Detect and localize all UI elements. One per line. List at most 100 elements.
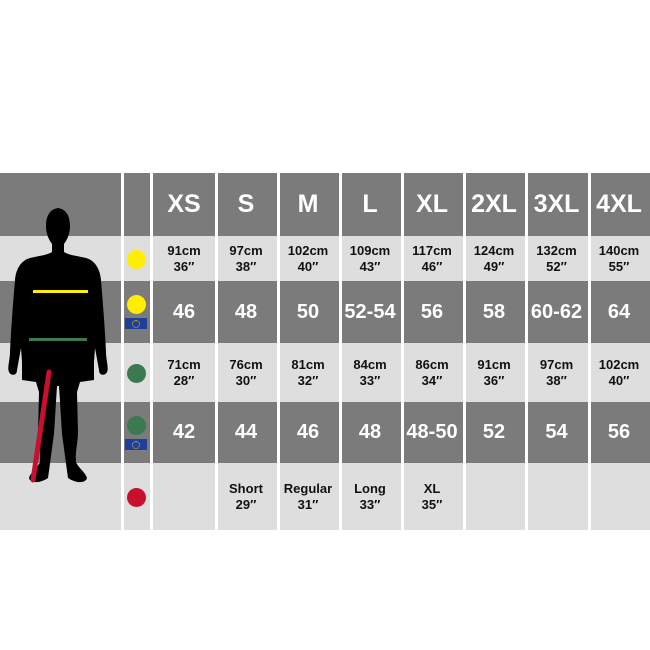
cell-text: 49″ bbox=[483, 258, 505, 274]
size-cell: 124cm 49″ bbox=[463, 236, 525, 281]
waist-dot-icon bbox=[127, 363, 146, 383]
cell-text: 40″ bbox=[297, 258, 319, 274]
size-cell bbox=[525, 463, 588, 530]
cell-text: 28″ bbox=[173, 372, 195, 388]
cell-text: XL bbox=[423, 480, 441, 496]
cell-text: 91cm bbox=[167, 242, 201, 258]
cell-text: 76cm bbox=[229, 356, 263, 372]
cell-text: 36″ bbox=[173, 258, 195, 274]
eu-flag-icon bbox=[125, 318, 147, 329]
row-band bbox=[0, 402, 650, 463]
cell-text: 86cm bbox=[415, 356, 449, 372]
size-header: 4XL bbox=[596, 190, 642, 218]
size-cell: 64 bbox=[588, 281, 650, 343]
size-cell: 97cm 38″ bbox=[525, 343, 588, 402]
size-cell: 58 bbox=[463, 281, 525, 343]
cell-text: 58 bbox=[482, 300, 506, 323]
size-cell: Regular 31″ bbox=[277, 463, 339, 530]
cell-text: 56 bbox=[420, 300, 444, 323]
size-cell: Long 33″ bbox=[339, 463, 401, 530]
cell-text: 52-54 bbox=[344, 300, 396, 323]
cell-text: 117cm bbox=[412, 242, 452, 258]
size-cell: 60-62 bbox=[525, 281, 588, 343]
cell-text: 33″ bbox=[359, 496, 381, 512]
eu-flag-icon bbox=[125, 438, 147, 450]
row-band bbox=[0, 281, 650, 343]
size-cell: 56 bbox=[401, 281, 463, 343]
size-cell: 76cm 30″ bbox=[215, 343, 277, 402]
size-cell: 42 bbox=[153, 402, 215, 463]
waist-dot-icon bbox=[127, 415, 146, 435]
column-divider bbox=[121, 173, 124, 530]
size-cell: 140cm 55″ bbox=[588, 236, 650, 281]
cell-text: 35″ bbox=[421, 496, 443, 512]
cell-text: 56 bbox=[607, 421, 631, 443]
size-header: XS bbox=[167, 190, 201, 218]
chest-dot-icon bbox=[127, 249, 146, 269]
cell-text: 36″ bbox=[483, 372, 505, 388]
cell-text: 55″ bbox=[608, 258, 630, 274]
cell-text: 29″ bbox=[235, 496, 257, 512]
size-cell bbox=[463, 463, 525, 530]
chest-measure-line bbox=[33, 290, 88, 293]
cell-text: 64 bbox=[607, 300, 631, 323]
column-divider bbox=[401, 173, 404, 530]
row-band bbox=[0, 343, 650, 402]
cell-text: 109cm bbox=[349, 242, 391, 258]
size-cell: 102cm 40″ bbox=[277, 236, 339, 281]
cell-text: 34″ bbox=[421, 372, 443, 388]
size-cell: 46 bbox=[277, 402, 339, 463]
body-silhouette-icon bbox=[8, 208, 108, 483]
cell-text: 52″ bbox=[546, 258, 567, 274]
cell-text: 124cm bbox=[473, 242, 515, 258]
size-cell: 109cm 43″ bbox=[339, 236, 401, 281]
cell-text: 38″ bbox=[546, 372, 567, 388]
size-cell bbox=[153, 463, 215, 530]
column-divider bbox=[525, 173, 528, 530]
inseam-measure-line bbox=[30, 369, 52, 483]
cell-text: 48-50 bbox=[406, 421, 458, 443]
size-cell: 44 bbox=[215, 402, 277, 463]
cell-text: 30″ bbox=[235, 372, 257, 388]
size-cell: 52-54 bbox=[339, 281, 401, 343]
column-divider bbox=[339, 173, 342, 530]
size-header: S bbox=[237, 190, 255, 218]
size-cell: 56 bbox=[588, 402, 650, 463]
size-header: 2XL bbox=[471, 190, 517, 218]
size-cell: 84cm 33″ bbox=[339, 343, 401, 402]
cell-text: 81cm bbox=[291, 356, 325, 372]
cell-text: 102cm bbox=[598, 356, 640, 372]
size-cell: 48 bbox=[339, 402, 401, 463]
size-cell: 71cm 28″ bbox=[153, 343, 215, 402]
cell-text: Short bbox=[229, 480, 263, 496]
cell-text: 48 bbox=[358, 421, 382, 443]
column-divider bbox=[150, 173, 153, 530]
cell-text: 46 bbox=[172, 300, 196, 323]
size-cell: 50 bbox=[277, 281, 339, 343]
size-cell: 81cm 32″ bbox=[277, 343, 339, 402]
column-divider bbox=[215, 173, 218, 530]
cell-text: 32″ bbox=[297, 372, 319, 388]
size-cell: 97cm 38″ bbox=[215, 236, 277, 281]
size-header: M bbox=[297, 190, 319, 218]
size-cell: Short 29″ bbox=[215, 463, 277, 530]
row-band bbox=[0, 463, 650, 530]
cell-text: 33″ bbox=[359, 372, 381, 388]
size-cell: XL 35″ bbox=[401, 463, 463, 530]
cell-text: 60-62 bbox=[530, 300, 583, 323]
chest-dot-icon bbox=[127, 295, 146, 314]
cell-text: 140cm bbox=[598, 242, 640, 258]
cell-text: 91cm bbox=[477, 356, 511, 372]
column-divider bbox=[277, 173, 280, 530]
size-cell: 117cm 46″ bbox=[401, 236, 463, 281]
size-cell: 132cm 52″ bbox=[525, 236, 588, 281]
row-band bbox=[0, 173, 650, 236]
cell-text: 46 bbox=[296, 421, 320, 443]
size-header: L bbox=[362, 190, 378, 218]
cell-text: 132cm bbox=[536, 242, 577, 258]
cell-text: 48 bbox=[234, 300, 258, 323]
cell-text: 52 bbox=[482, 421, 506, 443]
cell-text: 97cm bbox=[229, 242, 263, 258]
cell-text: 84cm bbox=[353, 356, 387, 372]
size-cell: 102cm 40″ bbox=[588, 343, 650, 402]
